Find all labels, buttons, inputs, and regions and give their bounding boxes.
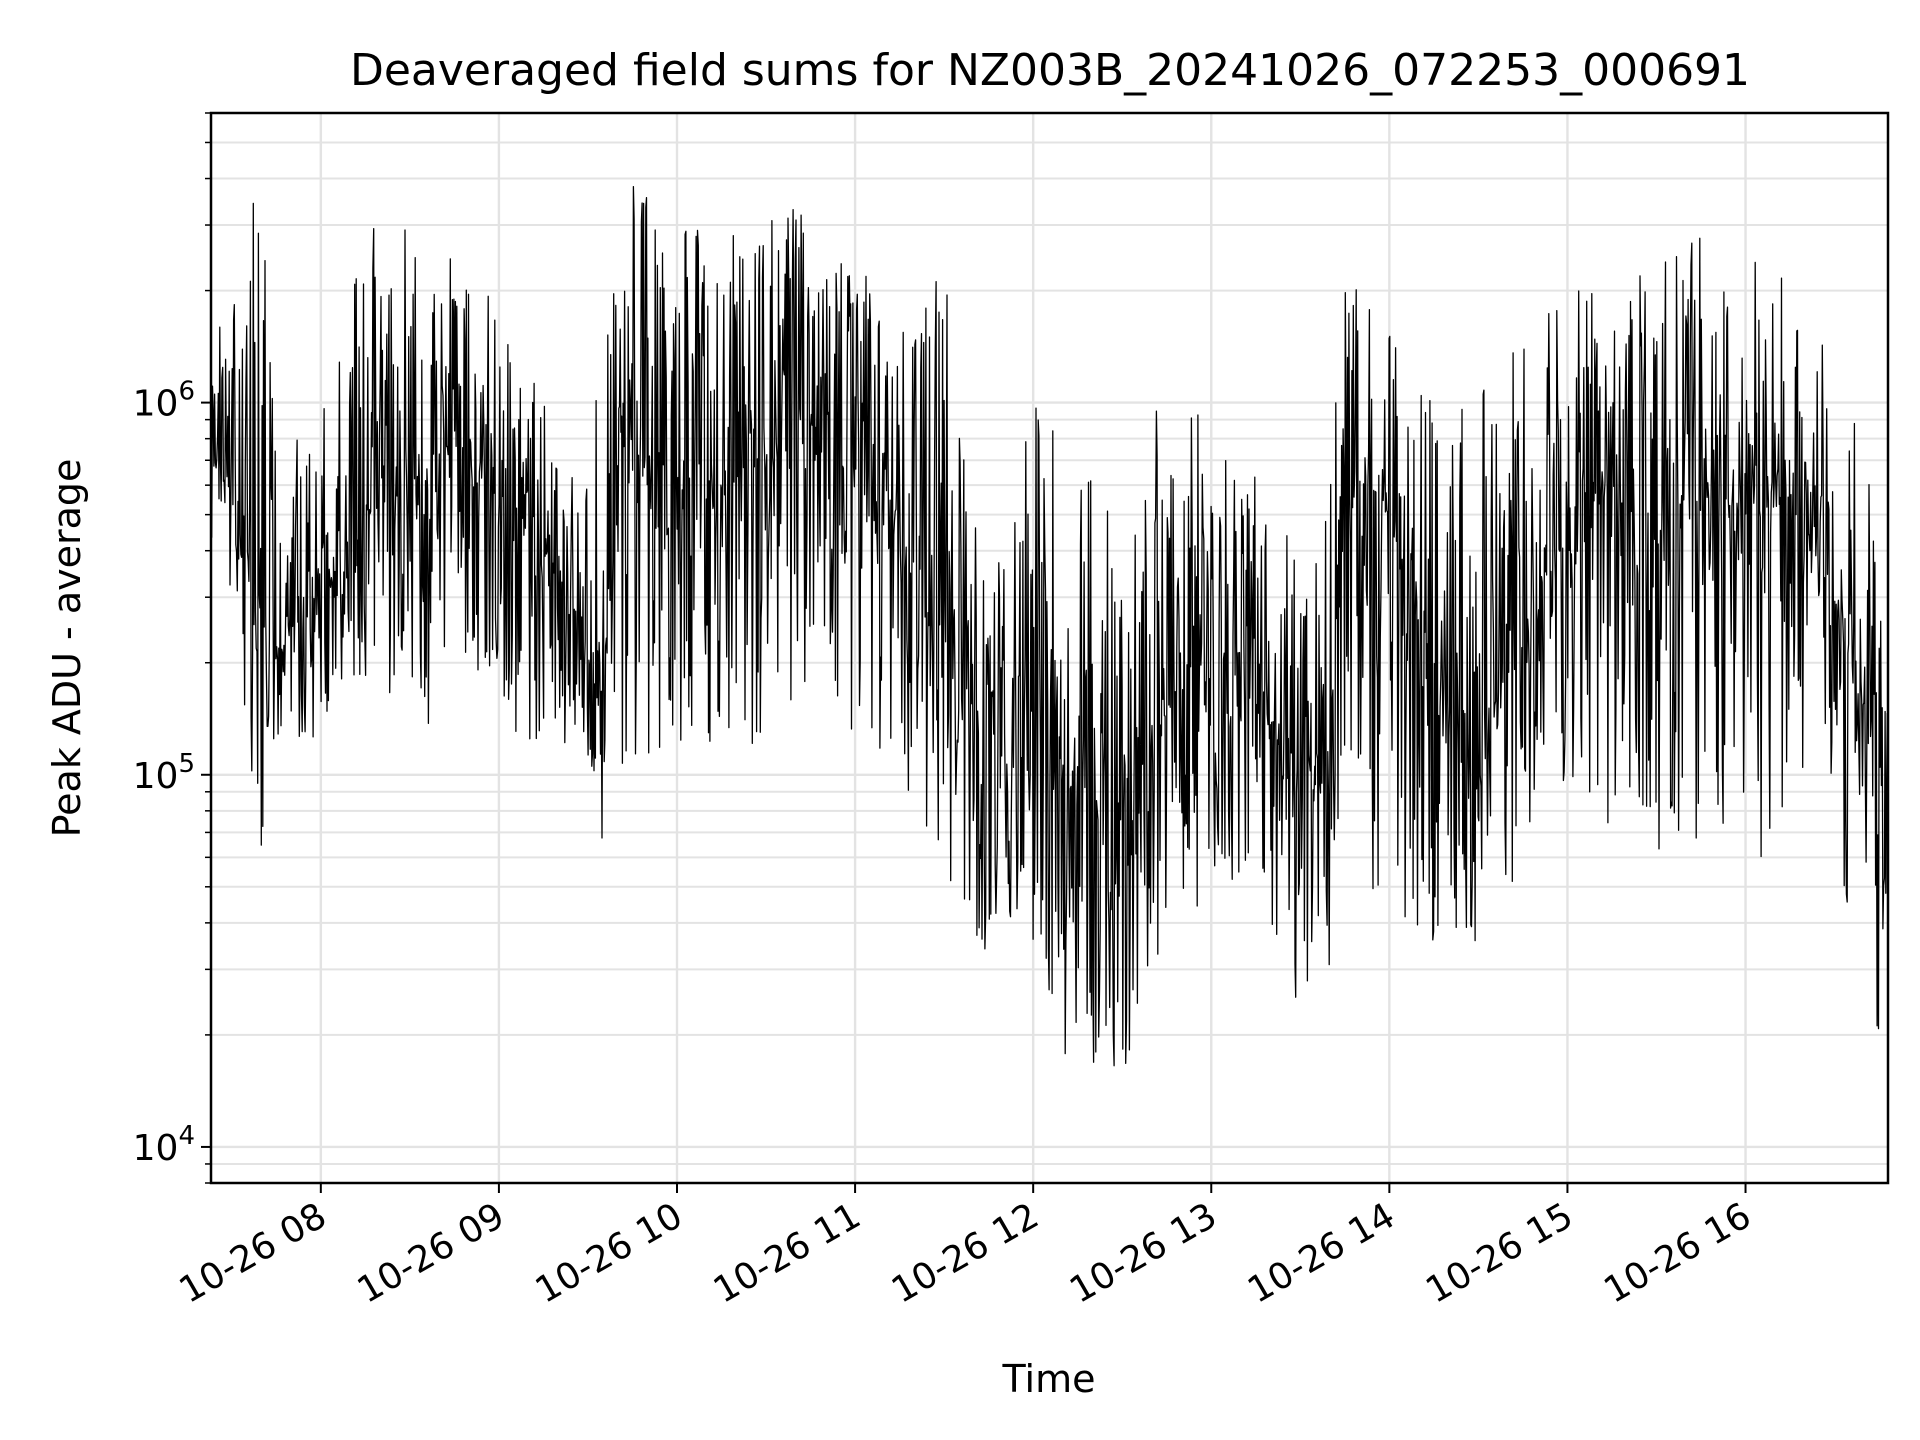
y-tick-label: 105 <box>133 749 195 797</box>
series-line <box>210 185 1889 1116</box>
series-layer <box>210 185 1889 1116</box>
y-axis-label: Peak ADU - average <box>45 459 89 838</box>
x-axis-label: Time <box>1002 1357 1096 1401</box>
y-tick-label: 104 <box>133 1121 195 1169</box>
y-tick-label: 106 <box>133 377 195 425</box>
plot-frame <box>209 111 1890 1185</box>
y-ticks: 104 105 106 <box>133 112 211 1184</box>
chart-title: Deaveraged field sums for NZ003B_2024102… <box>350 45 1750 96</box>
